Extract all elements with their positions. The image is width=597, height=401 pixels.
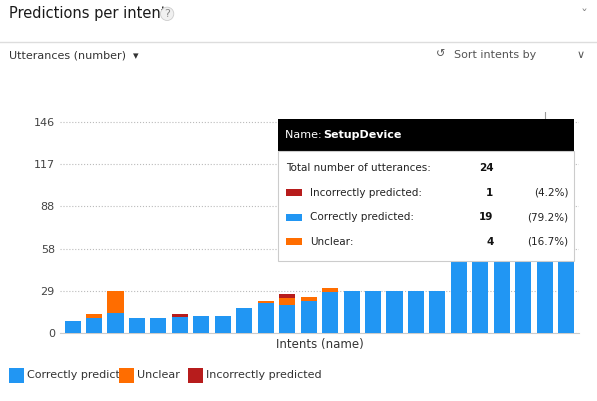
Text: Total number of utterances:: Total number of utterances: <box>285 163 430 173</box>
Text: Incorrectly predicted:: Incorrectly predicted: <box>310 188 422 198</box>
Text: ↺: ↺ <box>436 49 445 59</box>
Text: SetupDevice: SetupDevice <box>324 130 402 140</box>
Bar <box>494 144 510 333</box>
Bar <box>558 125 574 333</box>
Text: ?: ? <box>164 9 170 19</box>
X-axis label: Intents (name): Intents (name) <box>276 338 363 351</box>
Bar <box>386 291 402 333</box>
Bar <box>64 321 81 333</box>
Bar <box>86 314 102 318</box>
Text: 4: 4 <box>486 237 493 247</box>
Bar <box>408 291 424 333</box>
Bar <box>107 291 124 313</box>
Text: (79.2%): (79.2%) <box>528 212 569 222</box>
Bar <box>301 297 317 301</box>
FancyBboxPatch shape <box>278 119 574 151</box>
Bar <box>285 238 302 245</box>
Bar <box>472 148 488 333</box>
Bar <box>279 306 296 333</box>
Bar <box>258 303 274 333</box>
Bar <box>150 318 167 333</box>
Bar <box>279 298 296 306</box>
Text: Predictions per intent: Predictions per intent <box>9 6 167 21</box>
Text: Sort intents by: Sort intents by <box>454 50 536 60</box>
Bar <box>285 213 302 221</box>
Bar <box>343 291 359 333</box>
Text: Incorrectly predicted: Incorrectly predicted <box>206 371 322 380</box>
Text: 24: 24 <box>479 163 493 173</box>
Bar <box>107 313 124 333</box>
Bar <box>172 317 188 333</box>
Bar <box>451 153 467 333</box>
Bar <box>215 316 231 333</box>
Bar <box>558 122 574 125</box>
Text: Name:: Name: <box>285 130 325 140</box>
FancyBboxPatch shape <box>278 151 574 261</box>
Bar <box>279 294 296 298</box>
Bar <box>172 314 188 317</box>
Text: 19: 19 <box>479 212 493 222</box>
Text: (4.2%): (4.2%) <box>534 188 569 198</box>
Bar <box>236 308 253 333</box>
Bar <box>515 137 531 140</box>
Bar <box>86 318 102 333</box>
Text: 1: 1 <box>486 188 493 198</box>
Text: Unclear: Unclear <box>137 371 180 380</box>
Bar <box>429 291 445 333</box>
Bar <box>301 301 317 333</box>
Bar <box>193 316 210 333</box>
Text: Correctly predicted:: Correctly predicted: <box>310 212 414 222</box>
Text: ∨: ∨ <box>576 50 584 60</box>
Text: ˇ: ˇ <box>581 9 588 23</box>
Text: Correctly predicted: Correctly predicted <box>27 371 134 380</box>
Bar <box>129 318 145 333</box>
Text: (16.7%): (16.7%) <box>528 237 569 247</box>
Text: Utterances (number)  ▾: Utterances (number) ▾ <box>9 50 139 60</box>
Bar <box>537 125 553 131</box>
Bar <box>322 292 338 333</box>
Bar <box>285 189 302 196</box>
Bar <box>258 301 274 303</box>
Bar <box>494 140 510 144</box>
Bar <box>365 291 381 333</box>
Bar <box>322 288 338 292</box>
Bar <box>537 131 553 333</box>
Bar <box>515 140 531 333</box>
Text: Unclear:: Unclear: <box>310 237 353 247</box>
